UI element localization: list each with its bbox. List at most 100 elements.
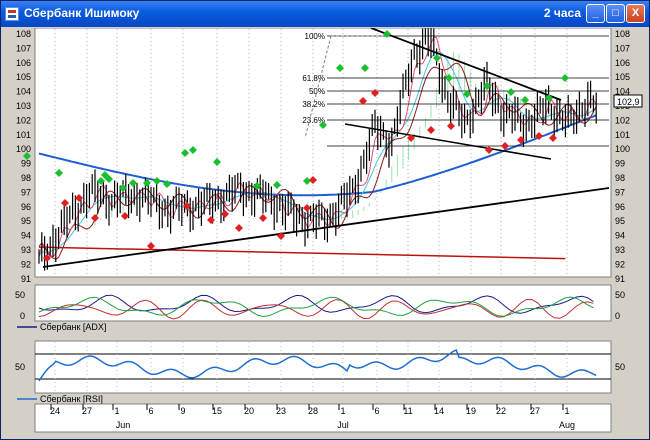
sell-signal-marker bbox=[371, 89, 379, 97]
sell-signal-marker bbox=[303, 204, 311, 212]
timeframe-label: 2 часа bbox=[543, 6, 581, 20]
price-tick-right: 104 bbox=[615, 87, 630, 97]
date-day-label: 1 bbox=[340, 406, 345, 416]
maximize-button[interactable]: □ bbox=[606, 4, 625, 23]
buy-signal-marker bbox=[561, 74, 569, 82]
price-tick-left: 104 bbox=[16, 87, 31, 97]
close-button[interactable]: X bbox=[626, 4, 645, 23]
buy-signal-marker bbox=[433, 54, 441, 62]
sell-signal-marker bbox=[517, 136, 525, 144]
price-tick-left: 100 bbox=[16, 144, 31, 154]
price-tick-left: 97 bbox=[21, 187, 31, 197]
price-tick-left: 92 bbox=[21, 259, 31, 269]
adx-tick-right-bottom: 0 bbox=[615, 311, 620, 321]
current-price-badge: 102,9 bbox=[613, 94, 643, 108]
price-bars bbox=[38, 28, 597, 271]
buy-signal-marker bbox=[383, 30, 391, 38]
price-tick-right: 95 bbox=[615, 216, 625, 226]
adx-legend-label: Сбербанк [ADX] bbox=[40, 322, 106, 332]
fib-level-label: 100% bbox=[305, 32, 325, 41]
price-tick-right: 92 bbox=[615, 259, 625, 269]
channel-support-trendline bbox=[344, 123, 552, 160]
buy-signal-marker bbox=[336, 64, 344, 72]
buy-signal-marker bbox=[273, 181, 281, 189]
buy-signal-marker bbox=[463, 90, 471, 98]
sell-signal-marker bbox=[501, 142, 509, 150]
buy-signal-marker bbox=[163, 180, 171, 188]
rsi-tick-right: 50 bbox=[615, 362, 625, 372]
date-day-label: 6 bbox=[148, 406, 153, 416]
rsi-panel[interactable]: 50 50 bbox=[15, 340, 625, 394]
buy-signal-marker bbox=[189, 146, 197, 154]
price-axis-left: 108 107 106 105 104 103 102 101 100 99 98 97 96 95 94 9… bbox=[16, 29, 31, 284]
buy-signal-marker bbox=[153, 177, 161, 185]
buy-signal-marker bbox=[361, 64, 369, 72]
buy-signal-marker bbox=[23, 152, 31, 160]
buy-signal-marker bbox=[181, 149, 189, 157]
price-axis-right: 1081071061051041031021011009998979695949… bbox=[615, 29, 630, 284]
price-tick-right: 91 bbox=[615, 274, 625, 284]
buy-signal-marker bbox=[445, 74, 453, 82]
current-price-value: 102,9 bbox=[617, 97, 640, 107]
adx-series-line bbox=[38, 298, 594, 320]
price-tick-right: 108 bbox=[615, 29, 630, 39]
price-tick-right: 93 bbox=[615, 245, 625, 255]
price-tick-left: 95 bbox=[21, 216, 31, 226]
price-tick-right: 101 bbox=[615, 130, 630, 140]
rsi-line bbox=[38, 348, 597, 382]
chart-app-icon bbox=[5, 7, 19, 21]
price-tick-left: 93 bbox=[21, 245, 31, 255]
price-tick-right: 97 bbox=[615, 187, 625, 197]
minimize-button[interactable]: _ bbox=[586, 4, 605, 23]
date-month-label: Jun bbox=[116, 420, 131, 430]
sell-signal-marker bbox=[277, 232, 285, 240]
adx-panel[interactable]: 50 0 50 0 bbox=[15, 284, 625, 322]
adx-lines bbox=[38, 294, 594, 320]
price-tick-left: 91 bbox=[21, 274, 31, 284]
red-support-line bbox=[38, 246, 566, 260]
price-tick-right: 94 bbox=[615, 231, 625, 241]
adx-tick-left-bottom: 0 bbox=[20, 311, 25, 321]
price-panel[interactable]: 108 107 106 105 104 103 102 101 100 99 98 97 96 95 94 9… bbox=[16, 28, 643, 284]
sell-signal-marker bbox=[121, 212, 129, 220]
sell-signal-marker bbox=[309, 176, 317, 184]
adx-series-line bbox=[38, 296, 594, 318]
date-day-label: 14 bbox=[434, 406, 444, 416]
buy-signal-marker bbox=[253, 182, 261, 190]
price-tick-left: 108 bbox=[16, 29, 31, 39]
sell-signal-marker bbox=[91, 214, 99, 222]
buy-signal-marker bbox=[143, 179, 151, 187]
date-day-label: 19 bbox=[466, 406, 476, 416]
sell-signal-marker bbox=[207, 216, 215, 224]
chart-area: 1081071061051041031021011009998979695949… bbox=[15, 28, 643, 433]
date-month-label: Aug bbox=[559, 420, 575, 430]
price-tick-right: 100 bbox=[615, 144, 630, 154]
price-tick-left: 105 bbox=[16, 72, 31, 82]
sell-signal-marker bbox=[427, 126, 435, 134]
date-day-label: 24 bbox=[50, 406, 60, 416]
sell-signal-marker bbox=[75, 194, 83, 202]
date-day-label: 28 bbox=[308, 406, 318, 416]
buy-signal-marker bbox=[483, 82, 491, 90]
rsi-tick-left: 50 bbox=[15, 362, 25, 372]
sell-signal-marker bbox=[183, 202, 191, 210]
price-tick-right: 102 bbox=[615, 115, 630, 125]
buy-signal-marker bbox=[97, 177, 105, 185]
adx-legend: Сбербанк [ADX] bbox=[17, 322, 106, 332]
date-day-label: 9 bbox=[180, 406, 185, 416]
fib-level-label: 23.6% bbox=[302, 116, 325, 125]
rsi-legend: Сбербанк [RSI] bbox=[17, 394, 103, 404]
sell-signal-marker bbox=[535, 132, 543, 140]
sell-signal-marker bbox=[259, 214, 267, 222]
price-tick-left: 94 bbox=[21, 231, 31, 241]
buy-signal-marker bbox=[507, 88, 515, 96]
price-tick-right: 99 bbox=[615, 159, 625, 169]
price-tick-left: 103 bbox=[16, 101, 31, 111]
price-tick-left: 96 bbox=[21, 202, 31, 212]
buy-signal-marker bbox=[319, 121, 327, 129]
date-day-label: 1 bbox=[564, 406, 569, 416]
title-bar[interactable]: Сбербанк Ишимоку 2 часа _ □ X bbox=[1, 1, 649, 27]
rsi-legend-label: Сбербанк [RSI] bbox=[40, 394, 103, 404]
sell-signal-marker bbox=[485, 146, 493, 154]
